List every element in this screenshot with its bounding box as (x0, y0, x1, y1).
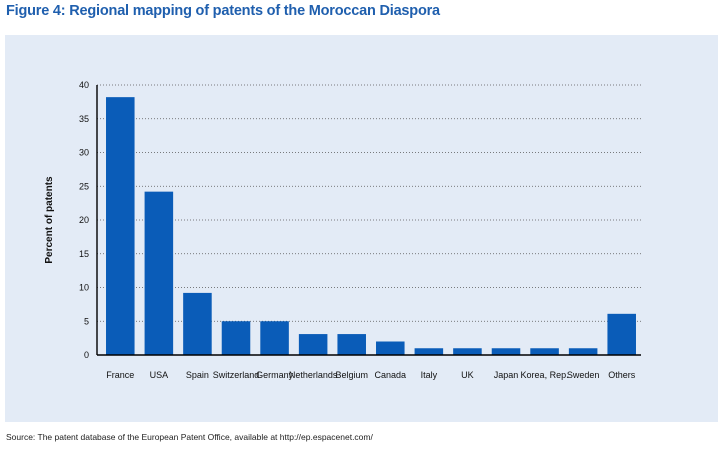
bar-netherlands (298, 334, 328, 355)
y-tick-label: 40 (79, 80, 89, 90)
axes (96, 85, 641, 356)
bars (106, 97, 636, 356)
y-tick-label: 20 (79, 215, 89, 225)
x-category-label: Sweden (567, 370, 600, 380)
chart-panel: 0 5 10 15 20 25 30 35 40 France USA Spain Switzerla… (5, 35, 718, 422)
bar-chart: 0 5 10 15 20 25 30 35 40 France USA Spain Switzerla… (44, 80, 641, 380)
x-category-label: Spain (186, 370, 209, 380)
bar-canada (376, 341, 405, 355)
x-category-label: Others (608, 370, 636, 380)
y-axis-title: Percent of patents (44, 176, 55, 264)
y-tick-label: 10 (79, 283, 89, 293)
y-tick-label: 25 (79, 181, 89, 191)
bar-switzerland (221, 321, 251, 355)
x-category-label: Belgium (335, 370, 368, 380)
source-note: Source: The patent database of the Europ… (6, 432, 373, 442)
x-category-label: USA (150, 370, 169, 380)
bar-france (106, 97, 135, 356)
y-tick-label: 5 (84, 316, 89, 326)
y-tick-label: 35 (79, 114, 89, 124)
figure-title: Figure 4: Regional mapping of patents of… (6, 3, 440, 19)
x-category-label: Korea, Rep. (521, 370, 569, 380)
bar-others (607, 313, 636, 355)
x-category-label: Switzerland (213, 370, 260, 380)
x-category-label: UK (461, 370, 474, 380)
bar-germany (260, 321, 289, 355)
bar-japan (491, 348, 521, 355)
bar-usa (144, 191, 174, 355)
x-category-label: Netherlands (289, 370, 338, 380)
x-category-label: Germany (256, 370, 294, 380)
bar-korea-rep (530, 348, 559, 355)
y-tick-label: 30 (79, 148, 89, 158)
bar-belgium (337, 334, 366, 355)
x-category-label: Canada (375, 370, 407, 380)
bar-italy (414, 348, 444, 355)
x-category-label: France (106, 370, 134, 380)
bar-spain (183, 292, 212, 355)
bar-uk (453, 348, 482, 355)
x-category-label: Italy (421, 370, 438, 380)
y-tick-labels: 0 5 10 15 20 25 30 35 40 (79, 80, 89, 360)
gridlines (97, 84, 641, 322)
category-labels: France USA Spain SwitzerlandGermanyNetherla… (106, 370, 635, 380)
y-tick-label: 0 (84, 350, 89, 360)
y-tick-label: 15 (79, 249, 89, 259)
bar-sweden (568, 348, 598, 355)
x-category-label: Japan (494, 370, 519, 380)
